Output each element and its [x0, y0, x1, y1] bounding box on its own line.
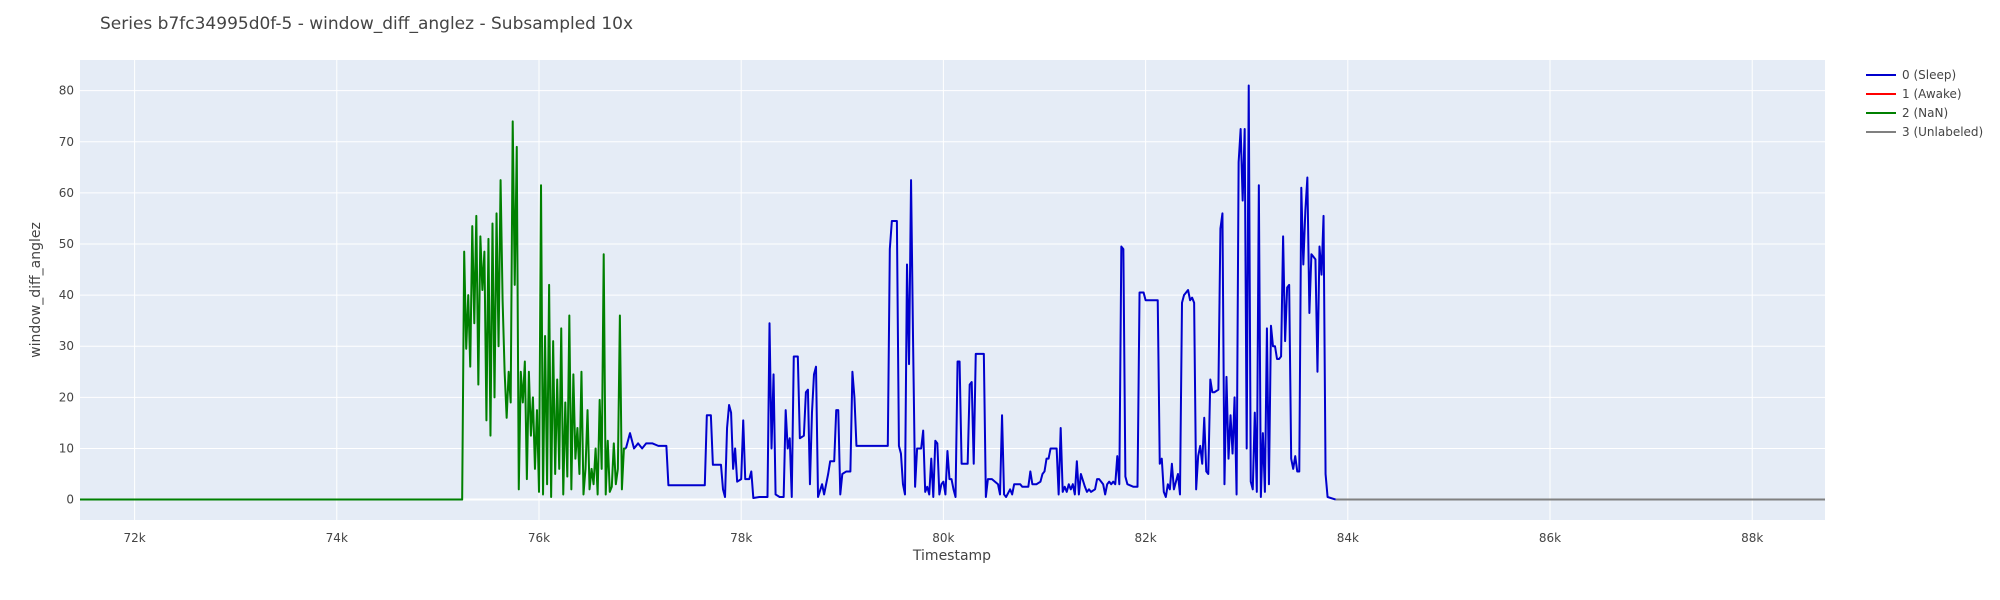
y-tick-label: 80 — [59, 84, 74, 98]
x-tick-label: 84k — [1337, 531, 1359, 545]
y-tick-label: 60 — [59, 186, 74, 200]
x-tick-label: 72k — [123, 531, 145, 545]
y-tick-label: 30 — [59, 339, 74, 353]
x-tick-label: 86k — [1539, 531, 1561, 545]
y-tick-label: 0 — [66, 493, 74, 507]
x-tick-label: 74k — [326, 531, 348, 545]
legend-item[interactable]: 2 (NaN) — [1866, 106, 1948, 120]
series-line — [80, 120, 626, 501]
y-tick-label: 40 — [59, 288, 74, 302]
legend: 0 (Sleep) 1 (Awake) 2 (NaN) 3 (Unlabeled) — [1866, 68, 1983, 139]
legend-label: 0 (Sleep) — [1902, 68, 1956, 82]
y-tick-labels: 0 10 20 30 40 50 60 70 80 — [59, 84, 74, 507]
x-tick-label: 80k — [932, 531, 954, 545]
y-tick-label: 10 — [59, 441, 74, 455]
legend-label: 3 (Unlabeled) — [1902, 125, 1983, 139]
series-lines — [80, 84, 1825, 501]
x-axis-title: Timestamp — [912, 548, 991, 564]
series-line — [624, 84, 1336, 501]
chart-title: Series b7fc34995d0f-5 - window_diff_angl… — [100, 14, 633, 34]
y-tick-label: 70 — [59, 135, 74, 149]
x-tick-label: 82k — [1134, 531, 1156, 545]
legend-label: 2 (NaN) — [1902, 106, 1948, 120]
x-tick-label: 88k — [1741, 531, 1763, 545]
x-tick-label: 78k — [730, 531, 752, 545]
y-tick-label: 50 — [59, 237, 74, 251]
x-tick-labels: 72k 74k 76k 78k 80k 82k 84k 86k 88k — [123, 531, 1763, 545]
plot-area — [80, 60, 1825, 520]
x-tick-label: 76k — [528, 531, 550, 545]
legend-item[interactable]: 1 (Awake) — [1866, 87, 1962, 101]
legend-item[interactable]: 0 (Sleep) — [1866, 68, 1956, 82]
legend-item[interactable]: 3 (Unlabeled) — [1866, 125, 1983, 139]
y-tick-label: 20 — [59, 390, 74, 404]
legend-label: 1 (Awake) — [1902, 87, 1962, 101]
y-axis-title: window_diff_anglez — [28, 222, 44, 358]
